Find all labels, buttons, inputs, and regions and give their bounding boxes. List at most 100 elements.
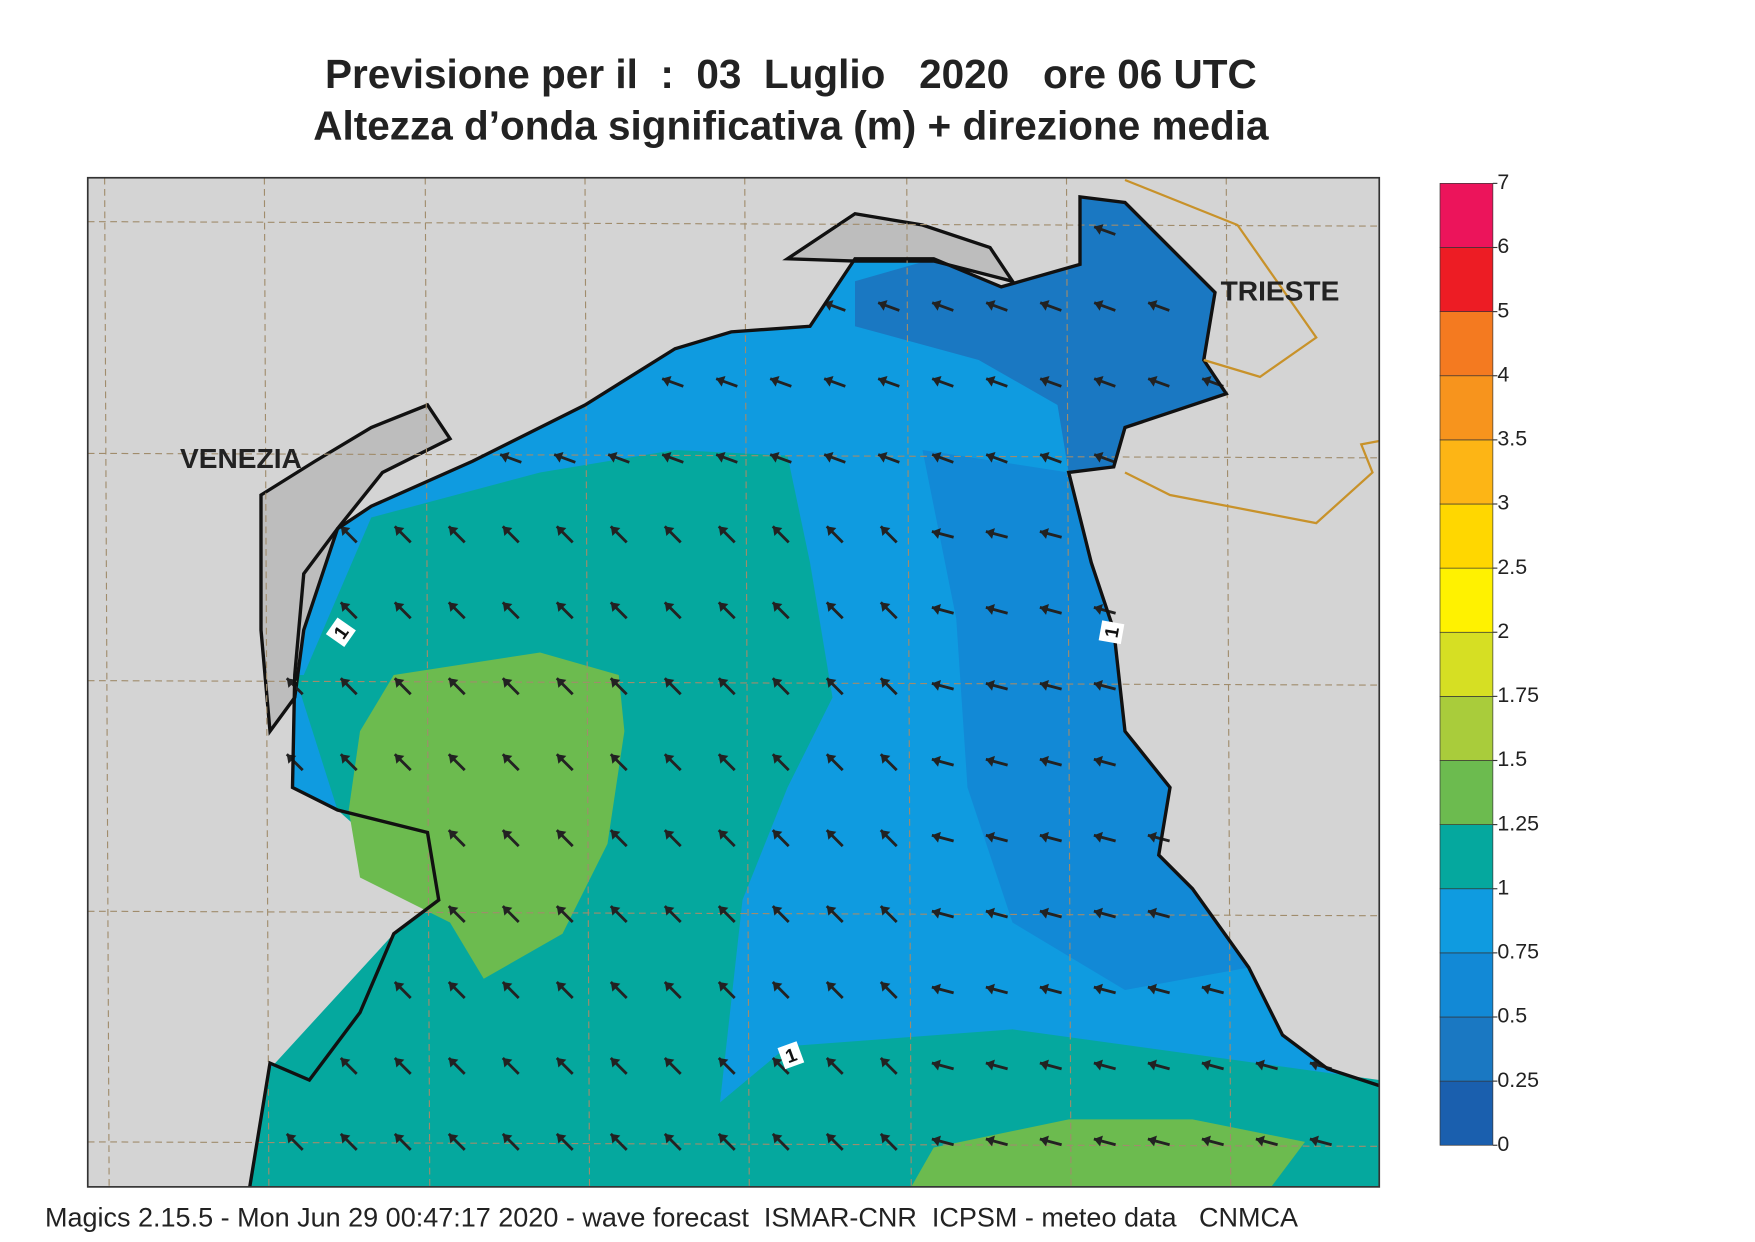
arrow-head bbox=[716, 376, 726, 387]
arrow bbox=[717, 905, 736, 924]
arrow-head bbox=[664, 678, 675, 688]
arrow-head bbox=[826, 526, 837, 536]
arrow bbox=[501, 753, 520, 772]
arrow bbox=[1093, 983, 1116, 995]
arrow bbox=[555, 601, 574, 620]
arrow bbox=[1039, 1135, 1062, 1147]
arrow-head bbox=[1094, 376, 1104, 387]
arrow bbox=[771, 677, 790, 696]
arrow bbox=[717, 1056, 736, 1075]
arrow-head bbox=[826, 830, 837, 840]
arrow-head bbox=[448, 1133, 459, 1144]
arrow bbox=[609, 1132, 628, 1151]
arrow bbox=[555, 905, 574, 924]
arrow-head bbox=[1093, 907, 1103, 919]
arrow-head bbox=[718, 602, 729, 612]
arrow bbox=[393, 753, 412, 772]
arrow-head bbox=[1201, 1059, 1211, 1071]
arrow-head bbox=[985, 1135, 995, 1147]
arrow bbox=[985, 1059, 1008, 1071]
sea-zone bbox=[922, 450, 1249, 990]
arrow bbox=[825, 601, 844, 620]
arrow-head bbox=[662, 376, 672, 387]
arrow bbox=[339, 677, 358, 696]
city-label: TRIESTE bbox=[1221, 275, 1340, 306]
arrow bbox=[985, 376, 1008, 388]
arrow-head bbox=[340, 754, 351, 764]
arrow bbox=[285, 1132, 304, 1151]
arrow-head bbox=[772, 678, 783, 688]
arrow bbox=[1093, 1135, 1116, 1147]
arrow bbox=[931, 1059, 954, 1071]
arrow-head bbox=[772, 754, 783, 764]
arrow bbox=[555, 1056, 574, 1075]
arrow bbox=[825, 1056, 844, 1075]
arrow-head bbox=[610, 906, 621, 916]
arrow bbox=[661, 376, 684, 388]
arrow-head bbox=[986, 451, 996, 463]
arrow-head bbox=[932, 376, 942, 387]
arrow-head bbox=[664, 1133, 675, 1144]
colorbar-band bbox=[1439, 1016, 1494, 1082]
colorbar-label: 0.25 bbox=[1497, 1068, 1539, 1092]
arrow-head bbox=[878, 451, 888, 463]
arrow-head bbox=[394, 754, 405, 764]
arrow bbox=[879, 1056, 898, 1075]
arrow bbox=[771, 525, 790, 544]
arrow bbox=[823, 451, 846, 464]
arrow-head bbox=[772, 1133, 783, 1144]
arrow bbox=[771, 1056, 790, 1075]
arrow bbox=[499, 451, 522, 464]
arrow bbox=[555, 753, 574, 772]
colorbar-band bbox=[1439, 696, 1494, 761]
title-line: Previsione per il : 03 Luglio 2020 ore 0… bbox=[325, 51, 1257, 97]
arrow-head bbox=[931, 831, 941, 843]
arrow bbox=[931, 451, 954, 464]
arrow-head bbox=[448, 982, 459, 992]
sea-zone bbox=[348, 652, 625, 979]
arrow bbox=[663, 1056, 682, 1075]
arrow-head bbox=[664, 602, 675, 612]
arrow bbox=[447, 829, 466, 848]
arrow bbox=[393, 981, 412, 999]
arrow bbox=[1093, 679, 1116, 691]
arrow-head bbox=[556, 982, 567, 992]
arrow-head bbox=[985, 983, 995, 995]
arrow-head bbox=[932, 451, 942, 463]
arrow bbox=[717, 1132, 736, 1151]
arrow bbox=[985, 983, 1008, 995]
arrow bbox=[771, 601, 790, 620]
arrow-head bbox=[824, 451, 834, 463]
arrow-head bbox=[826, 754, 837, 764]
arrow bbox=[1309, 1135, 1332, 1147]
lagoon bbox=[782, 211, 1017, 284]
arrow-head bbox=[394, 1057, 405, 1068]
arrow-head bbox=[931, 1135, 941, 1147]
arrow-head bbox=[985, 755, 995, 767]
arrow-head bbox=[986, 376, 996, 387]
contour-labels: 1 1 1 bbox=[325, 617, 1125, 1070]
arrow bbox=[931, 1135, 954, 1147]
arrow-head bbox=[448, 1057, 459, 1068]
arrow-head bbox=[772, 830, 783, 840]
arrow bbox=[1039, 1059, 1062, 1071]
arrow bbox=[931, 983, 954, 995]
colorbar-band bbox=[1439, 888, 1494, 954]
arrow-head bbox=[448, 526, 459, 536]
arrow bbox=[393, 677, 412, 696]
arrow bbox=[1147, 376, 1170, 388]
arrow-head bbox=[1148, 300, 1158, 311]
arrow-head bbox=[664, 1057, 675, 1068]
arrow bbox=[717, 829, 736, 848]
arrow bbox=[607, 451, 630, 464]
arrow-head bbox=[878, 376, 888, 387]
arrow-head bbox=[931, 604, 941, 615]
arrow-head bbox=[340, 678, 351, 688]
arrow-head bbox=[718, 526, 729, 536]
arrow-head bbox=[880, 830, 891, 840]
coastline bbox=[248, 194, 1380, 1187]
arrow bbox=[771, 905, 790, 924]
arrow bbox=[825, 905, 844, 924]
arrow-head bbox=[610, 678, 621, 688]
